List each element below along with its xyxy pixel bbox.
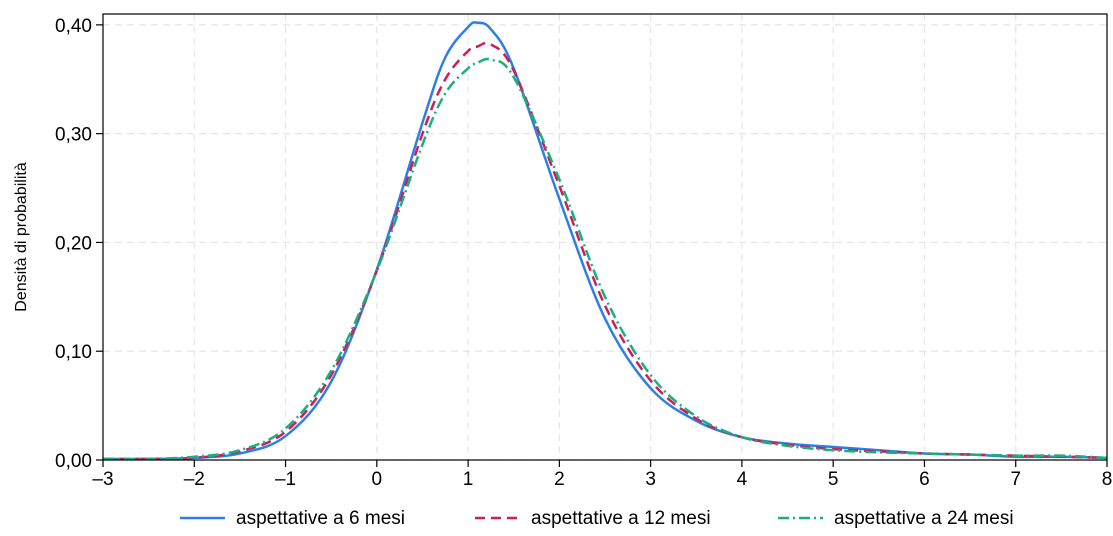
y-tick-label: 0,20 (55, 233, 92, 254)
y-tick-label: 0,30 (55, 125, 92, 146)
legend-label-2: aspettative a 12 mesi (531, 508, 711, 529)
series-line-1 (102, 21, 1108, 461)
series-line-2 (102, 41, 1108, 461)
x-tick-label: –3 (92, 469, 113, 490)
x-tick-label: 0 (372, 469, 383, 490)
plot-frame (102, 13, 1108, 461)
x-tick-label: 4 (737, 469, 748, 490)
x-tick-label: 7 (1010, 469, 1021, 490)
legend-label-3: aspettative a 24 mesi (834, 508, 1014, 529)
x-tick-label: –1 (275, 469, 296, 490)
legend-label-1: aspettative a 6 mesi (236, 508, 405, 529)
y-tick-label: 0,10 (55, 342, 92, 363)
x-tick-label: 1 (463, 469, 474, 490)
x-tick-label: 6 (919, 469, 930, 490)
series-lines (102, 21, 1108, 461)
y-tick-label: 0,40 (55, 16, 92, 37)
x-tick-label: –2 (184, 469, 205, 490)
y-tick-label: 0,00 (55, 451, 92, 472)
x-tick-label: 3 (645, 469, 656, 490)
y-axis-title: Densità di probabilità (13, 162, 30, 312)
x-tick-label: 2 (554, 469, 565, 490)
x-tick-label: 8 (1102, 469, 1113, 490)
series-line-3 (102, 57, 1108, 461)
x-tick-label: 5 (828, 469, 839, 490)
legend: aspettative a 6 mesi aspettative a 12 mes… (180, 508, 1014, 529)
axis-ticks: –3 –2 –1 0 1 2 3 4 5 6 7 8 0,00 0,10 0,20 0,30 0,40 (55, 16, 1112, 490)
grid-lines (103, 14, 1107, 461)
